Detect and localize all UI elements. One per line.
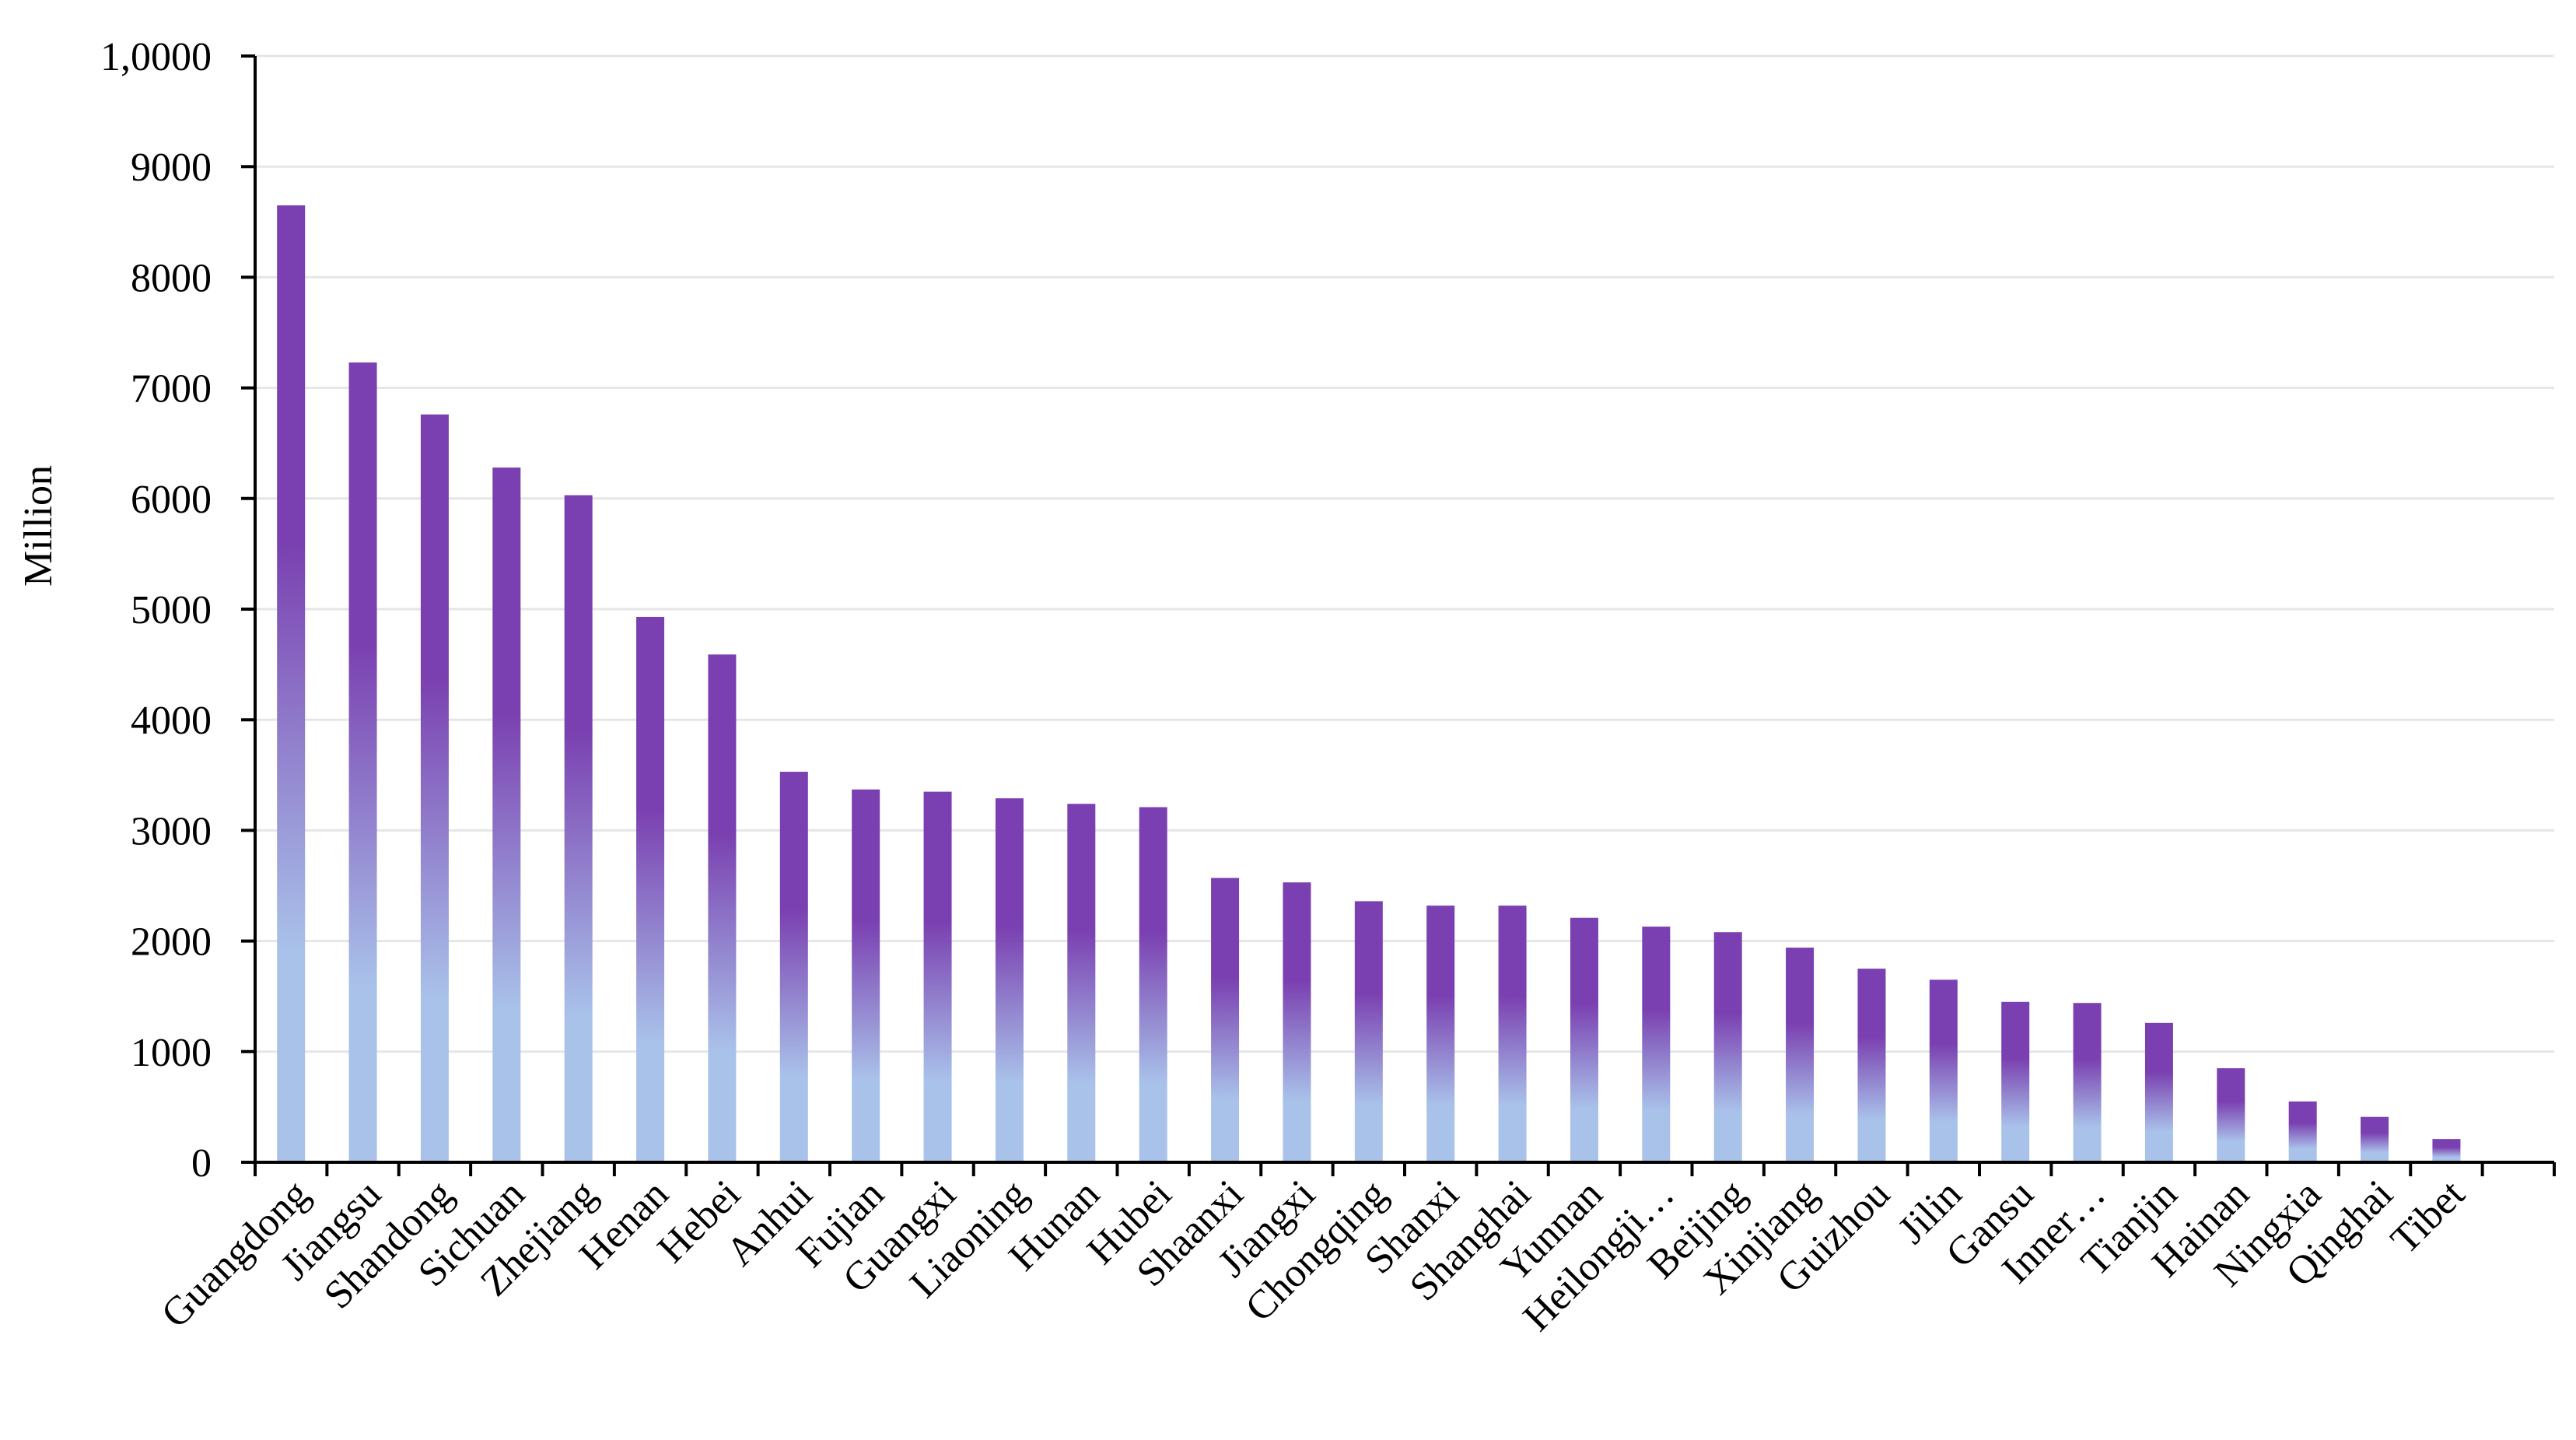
bar-zhejiang	[564, 495, 593, 1162]
bar-henan	[636, 616, 665, 1162]
bar-guizhou	[1857, 969, 1886, 1162]
x-tick-label: Tibet	[2382, 1172, 2473, 1263]
bar-ningxia	[2288, 1101, 2317, 1162]
bar-jiangxi	[1283, 882, 1311, 1162]
bar-beijing	[1713, 932, 1742, 1162]
y-axis-label: Million	[16, 465, 61, 587]
y-tick-label: 8000	[131, 256, 212, 300]
bars	[277, 205, 2461, 1163]
bar-hunan	[1067, 804, 1096, 1162]
bar-qinghai	[2361, 1116, 2389, 1162]
bar-tianjin	[2144, 1022, 2173, 1162]
bar-jilin	[1929, 979, 1958, 1162]
grid-lines	[255, 54, 2554, 1053]
bar-guangxi	[923, 791, 952, 1162]
y-tick-label: 6000	[131, 478, 212, 522]
bar-hubei	[1139, 807, 1167, 1162]
bar-shandong	[420, 414, 449, 1162]
bar-shanxi	[1426, 906, 1455, 1162]
y-tick-label: 0	[191, 1141, 212, 1186]
y-tick-label: 4000	[131, 699, 212, 743]
bar-hebei	[708, 654, 737, 1162]
bar-heilongji-	[1642, 927, 1671, 1162]
x-tick-labels: GuangdongJiangsuShandongSichuanZhejiangH…	[153, 1172, 2474, 1340]
bar-xinjiang	[1786, 948, 1815, 1162]
bar-liaoning	[995, 798, 1024, 1162]
bar-shanghai	[1498, 906, 1527, 1162]
y-tick-label: 3000	[131, 809, 212, 853]
y-tick-label: 2000	[131, 920, 212, 965]
y-tick-label: 5000	[131, 588, 212, 632]
bar-hainan	[2217, 1068, 2245, 1162]
bar-shaanxi	[1211, 878, 1240, 1162]
bar-jiangsu	[348, 362, 377, 1162]
bar-inner-	[2073, 1003, 2102, 1162]
bar-chongqing	[1354, 901, 1383, 1162]
bar-anhui	[779, 772, 808, 1162]
bar-fujian	[852, 789, 880, 1162]
bar-gansu	[2001, 1001, 2030, 1162]
bar-yunnan	[1570, 917, 1598, 1162]
y-tick-labels: 0 1000 2000 3000 4000 5000 6000 7000 8000 9000 1,0…	[100, 35, 212, 1186]
y-tick-label: 9000	[131, 145, 212, 190]
bar-sichuan	[492, 467, 521, 1162]
y-tick-label: 7000	[131, 367, 212, 412]
y-tick-label: 1,0000	[100, 35, 212, 79]
bar-tibet	[2432, 1139, 2461, 1162]
axes	[241, 54, 2556, 1176]
bar-guangdong	[277, 205, 306, 1163]
y-tick-label: 1000	[131, 1031, 212, 1075]
